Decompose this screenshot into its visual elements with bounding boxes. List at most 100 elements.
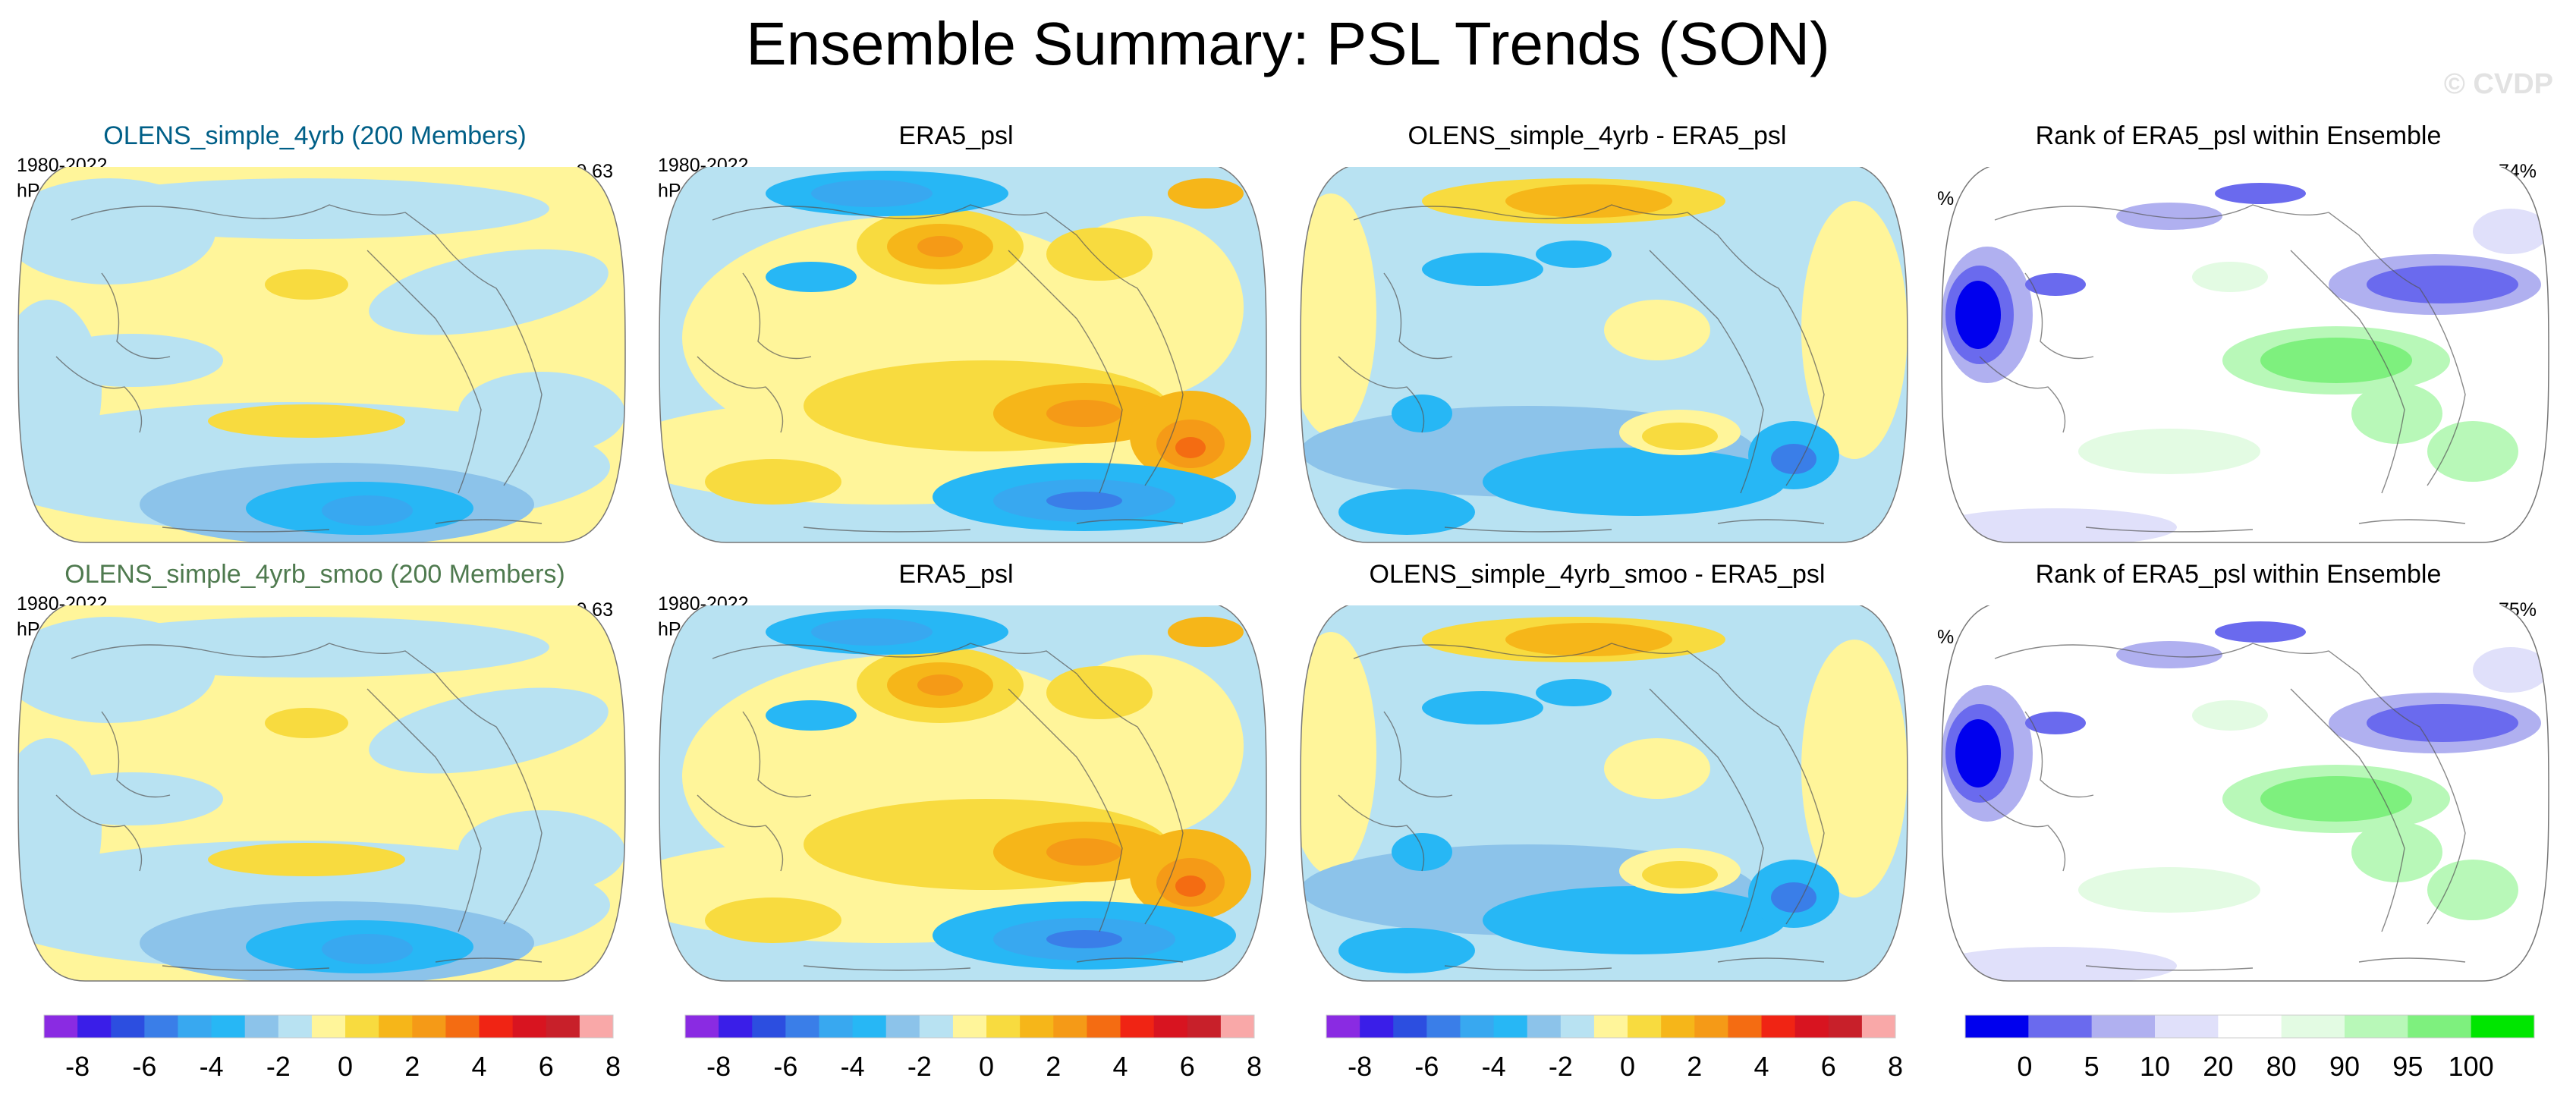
contour-region (811, 618, 933, 646)
map-plot (17, 605, 626, 982)
colorbar-tick-label: 5 (2084, 1051, 2099, 1082)
figure-title: Ensemble Summary: PSL Trends (SON) (746, 10, 1830, 77)
contour-region (41, 772, 223, 825)
colorbar-swatch (2281, 1015, 2345, 1038)
colorbar-swatch (2218, 1015, 2282, 1038)
contour-region (811, 180, 933, 207)
colorbar-swatch (311, 1015, 346, 1038)
contour-region (2116, 203, 2222, 230)
colorbar-tick-label: -4 (1482, 1051, 1506, 1082)
colorbar-tick-label: -2 (1549, 1051, 1573, 1082)
map-plot (659, 605, 1267, 982)
colorbar-swatch (1794, 1015, 1829, 1038)
colorbar: -8 -6 -4 -2 0 2 4 6 8 (1326, 1014, 1903, 1087)
colorbar-swatch (2345, 1015, 2408, 1038)
map-outline (17, 167, 626, 543)
map-outline (17, 605, 626, 982)
colorbar-tick-label: 4 (1754, 1051, 1769, 1082)
contour-region (917, 674, 963, 696)
colorbar-tick-label: -4 (200, 1051, 224, 1082)
contour-region (766, 700, 857, 731)
watermark: © CVDP (2443, 68, 2553, 100)
contour-region (766, 262, 857, 292)
contour-region (2427, 421, 2518, 482)
colorbar-tick-label: 6 (1180, 1051, 1195, 1082)
colorbar-swatch (546, 1015, 580, 1038)
colorbar-swatch (885, 1015, 920, 1038)
map-outline (1300, 167, 1908, 543)
colorbar-swatch (1761, 1015, 1796, 1038)
colorbar-swatch (1187, 1015, 1222, 1038)
colorbar-border (1326, 1014, 1896, 1039)
colorbar-swatch (852, 1015, 887, 1038)
colorbar-border (43, 1014, 614, 1039)
colorbar-swatch (2408, 1015, 2472, 1038)
contour-region (41, 334, 223, 387)
contour-region (1168, 178, 1244, 209)
contour-region (322, 495, 413, 526)
map-outline (1941, 167, 2549, 543)
colorbar-swatch (1087, 1015, 1121, 1038)
colorbar-tick-label: -2 (266, 1051, 291, 1082)
panel-title: Rank of ERA5_psl within Ensemble (2035, 121, 2442, 150)
coastline (55, 643, 543, 971)
contour-region (64, 617, 549, 677)
colorbar-tick-label: 8 (1888, 1051, 1903, 1082)
colorbar-tick-label: 95 (2392, 1051, 2423, 1082)
colorbar-tick-label: -2 (907, 1051, 932, 1082)
colorbar-swatch (44, 1015, 78, 1038)
map-panel: OLENS_simple_4yrb_smoo (200 Members) 1980… (0, 560, 630, 985)
panel-title: OLENS_simple_4yrb_smoo - ERA5_psl (1369, 560, 1826, 589)
colorbar-swatch (379, 1015, 413, 1038)
colorbar-swatch (2471, 1015, 2535, 1038)
colorbar-swatch (919, 1015, 954, 1038)
colorbar-tick-label: -8 (706, 1051, 731, 1082)
contour-region (265, 269, 348, 300)
contour-region (1604, 738, 1710, 799)
colorbar-tick-label: 0 (338, 1051, 353, 1082)
colorbar-tick-label: 0 (979, 1051, 994, 1082)
map-plot (1941, 605, 2549, 982)
contour-region (1483, 886, 1786, 954)
panel-title: OLENS_simple_4yrb - ERA5_psl (1408, 121, 1787, 150)
colorbar-swatch (1360, 1015, 1394, 1038)
contour-region (2215, 183, 2306, 204)
contour-region (1505, 623, 1672, 656)
colorbar-swatch (2155, 1015, 2219, 1038)
colorbar-tick-label: -6 (773, 1051, 797, 1082)
contour-region (2215, 621, 2306, 643)
colorbar-tick-label: 4 (1113, 1051, 1128, 1082)
colorbar-tick-label: -6 (1414, 1051, 1439, 1082)
panel-title: OLENS_simple_4yrb (200 Members) (103, 121, 527, 150)
map-outline (659, 167, 1267, 543)
contour-region (1604, 300, 1710, 360)
contour-region (208, 843, 405, 876)
colorbar-swatch (1861, 1015, 1896, 1038)
contour-region (1175, 437, 1206, 458)
contour-region (2351, 383, 2442, 444)
colorbar-tick-label: 100 (2449, 1051, 2494, 1082)
contour-region (705, 898, 841, 943)
contour-region (917, 236, 963, 257)
colorbar-swatch (1828, 1015, 1863, 1038)
colorbar-swatch (445, 1015, 480, 1038)
map-panel: OLENS_simple_4yrb_smoo - ERA5_psl (1282, 560, 1912, 985)
contour-region (1642, 861, 1718, 888)
contour-region (1392, 833, 1452, 871)
contour-region (1301, 193, 1376, 436)
contour-region (2192, 700, 2268, 731)
colorbar-swatch (77, 1015, 112, 1038)
contour-region (2078, 867, 2260, 913)
colorbar-swatch (1120, 1015, 1155, 1038)
contour-region (1338, 928, 1475, 973)
panel-title: ERA5_psl (898, 560, 1014, 589)
colorbar-swatch (1493, 1015, 1528, 1038)
colorbar-swatch (1560, 1015, 1595, 1038)
contour-region (2116, 641, 2222, 668)
contour-region (1771, 444, 1816, 474)
contour-region (1536, 240, 1612, 268)
contour-region (2025, 273, 2086, 296)
contour-region (2473, 209, 2549, 254)
